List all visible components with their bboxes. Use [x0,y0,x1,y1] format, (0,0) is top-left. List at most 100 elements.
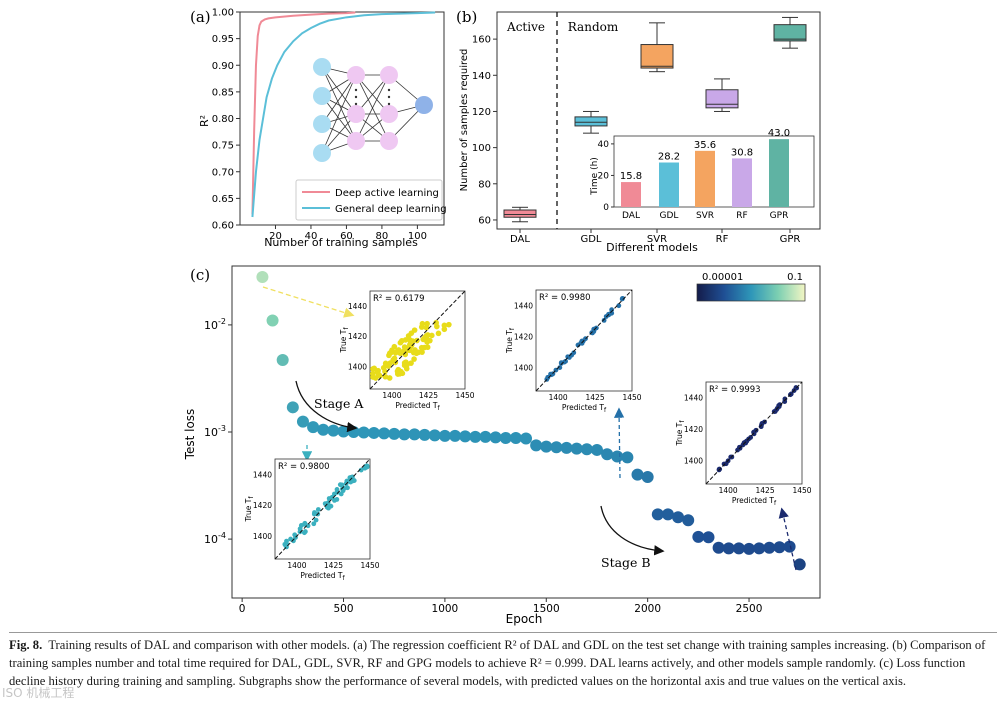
legend-gdl-label: General deep learning [335,204,447,215]
loss-point [682,514,695,527]
inset-xtick-label: RF [736,211,747,221]
subplot-point [565,354,571,360]
stage-a-arrow [295,380,358,433]
loss-point [601,448,614,461]
subplot-point [323,501,329,507]
subplot-point [315,507,321,512]
subplot-r2-label: R² = 0.9980 [539,293,591,303]
loss-point [530,439,543,452]
subplot-point [362,465,368,471]
subplot-xtick-label: 1400 [719,486,738,495]
subplot-point [348,479,354,485]
subplot-r2-0-6179: R² = 0.6179 1400 1425 1450 1400 1420 1440 Predi… [339,290,475,412]
figure-canvas: (a) 20 40 60 80 1000.600.650.700.750.800.850… [183,8,821,626]
inset-xtick-label: GDL [660,211,679,221]
box-DAL [503,209,537,218]
loss-point [469,430,482,443]
subplot-point [408,330,415,336]
loss-point [621,451,634,464]
inset-bar-value-label: 15.8 [620,171,642,182]
loss-point [661,508,674,521]
nn-ellipsis-dot [354,95,358,99]
subplot-point [338,491,344,497]
nn-node [313,58,331,76]
loss-point [631,468,644,481]
subplot-xtick-label: 1450 [455,391,474,400]
loss-point [560,441,573,454]
panel-b-frame [496,11,821,230]
panel-a-ytick-label: 0.95 [212,34,234,45]
stage-b-arrow [600,505,665,556]
subplot-point [283,543,288,548]
panel-a-ytick-label: 0.75 [212,141,234,152]
ytick-base: 10 [204,319,218,332]
subplot-xtick-label: 1425 [419,391,438,400]
subplot-point [311,521,317,527]
nn-connection [321,66,357,115]
loss-point [276,354,289,367]
subplot-point [351,478,357,483]
loss-point [408,428,421,441]
subplot-ytick-label: 1440 [514,302,533,311]
panel-a-ytick-label: 1.00 [212,8,234,19]
subplot-xtick-label: 1450 [792,486,811,495]
subplot-xtick-label: 1450 [622,393,641,402]
loss-point [418,428,431,441]
subplot-point [345,485,350,491]
loss-point [367,426,380,439]
subplot-diagonal [535,289,633,392]
panel-a-label: (a) [190,8,211,26]
panel-b-ytick-label: 140 [472,71,491,82]
subplot-ytick-label: 1420 [684,425,703,434]
panel-a-xtick-label: 40 [305,231,318,242]
subscript: f [343,327,350,330]
inset-bar-value-label: 28.2 [658,152,680,163]
subplot-xtick-label: 1400 [549,393,568,402]
subplot-xtick-label: 1425 [586,393,605,402]
inset-bar-DAL [621,182,641,207]
panel-a-ylabel: R² [198,115,211,127]
panel-c-xtick-label: 2500 [736,603,763,615]
nn-connection [321,74,357,154]
panel-a-ytick-label: 0.90 [212,61,234,72]
loss-point [773,541,786,554]
panel-b-label: (b) [456,8,477,26]
subplot-point [386,350,393,357]
subplot-point [370,366,376,372]
neural-network-icon [313,58,433,162]
subplot-point [297,526,303,532]
caption-text: Training results of DAL and comparison w… [9,638,986,688]
subplot-point [401,362,408,369]
nn-ellipsis-dot [387,95,391,99]
inset-bar-RF [732,158,752,207]
loss-point [479,430,492,443]
subscript: f [604,407,607,414]
stage-b-label: Stage B [601,555,651,570]
panel-b-xtick-label: SVR [647,234,667,245]
subplot-ytick-label: 1420 [514,333,533,342]
inset-bar-GDL [659,162,679,207]
loss-point [743,542,756,555]
panel-a-ytick-label: 0.60 [212,221,234,232]
subplot-point [302,520,308,526]
subplot-point [313,517,319,523]
ytick-base: 10 [204,533,218,546]
loss-point [388,427,401,440]
nn-ellipsis-dot [354,88,358,92]
loss-point [378,427,391,440]
subplot-point [557,365,563,371]
subplot-point [386,375,393,381]
loss-point [327,424,340,437]
loss-point [753,542,766,555]
inset-xtick-label: GPR [770,211,789,221]
loss-point [398,428,411,441]
subplot-point [433,319,439,326]
nn-ellipsis-dot [387,102,391,106]
subplot-point [782,399,788,404]
panel-b-ytick-label: 160 [472,35,491,46]
inset-xtick-label: DAL [622,211,640,221]
loss-point [580,443,593,456]
panel-b-ytick-label: 60 [478,215,491,226]
loss-point [692,530,705,543]
panel-a-xtick-label: 20 [269,231,282,242]
